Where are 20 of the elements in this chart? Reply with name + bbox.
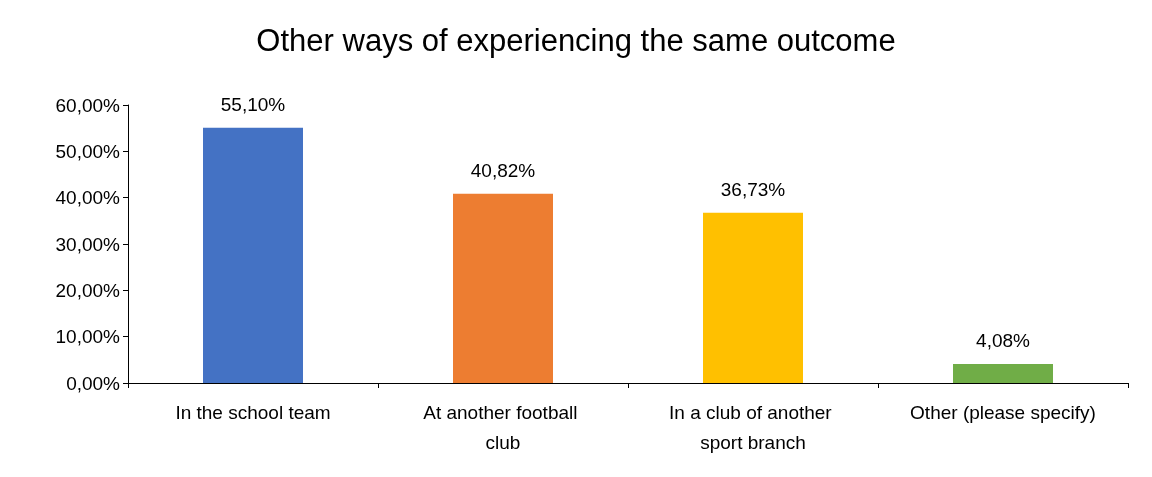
bar (203, 127, 303, 383)
y-tick-label: 0,00% (66, 372, 121, 394)
bar (703, 212, 803, 383)
y-tick-label: 10,00% (55, 326, 121, 348)
data-label: 36,73% (720, 178, 786, 200)
y-tick-label: 40,00% (55, 187, 121, 209)
x-tick-label: In the school team (175, 401, 331, 423)
x-tick-label: In a club of another sport branch (669, 401, 837, 453)
x-tick-label: At another football club (423, 401, 583, 453)
bar (953, 364, 1053, 383)
y-tick-label: 30,00% (55, 233, 121, 255)
y-tick-label: 60,00% (55, 94, 121, 116)
y-tick-label: 20,00% (55, 279, 121, 301)
chart-title: Other ways of experiencing the same outcome (256, 23, 896, 58)
data-label: 40,82% (470, 159, 536, 181)
data-label: 4,08% (976, 330, 1031, 352)
x-tick-label: Other (please specify) (910, 401, 1096, 423)
bar (453, 193, 553, 383)
y-tick-label: 50,00% (55, 140, 121, 162)
data-label: 55,10% (220, 93, 286, 115)
